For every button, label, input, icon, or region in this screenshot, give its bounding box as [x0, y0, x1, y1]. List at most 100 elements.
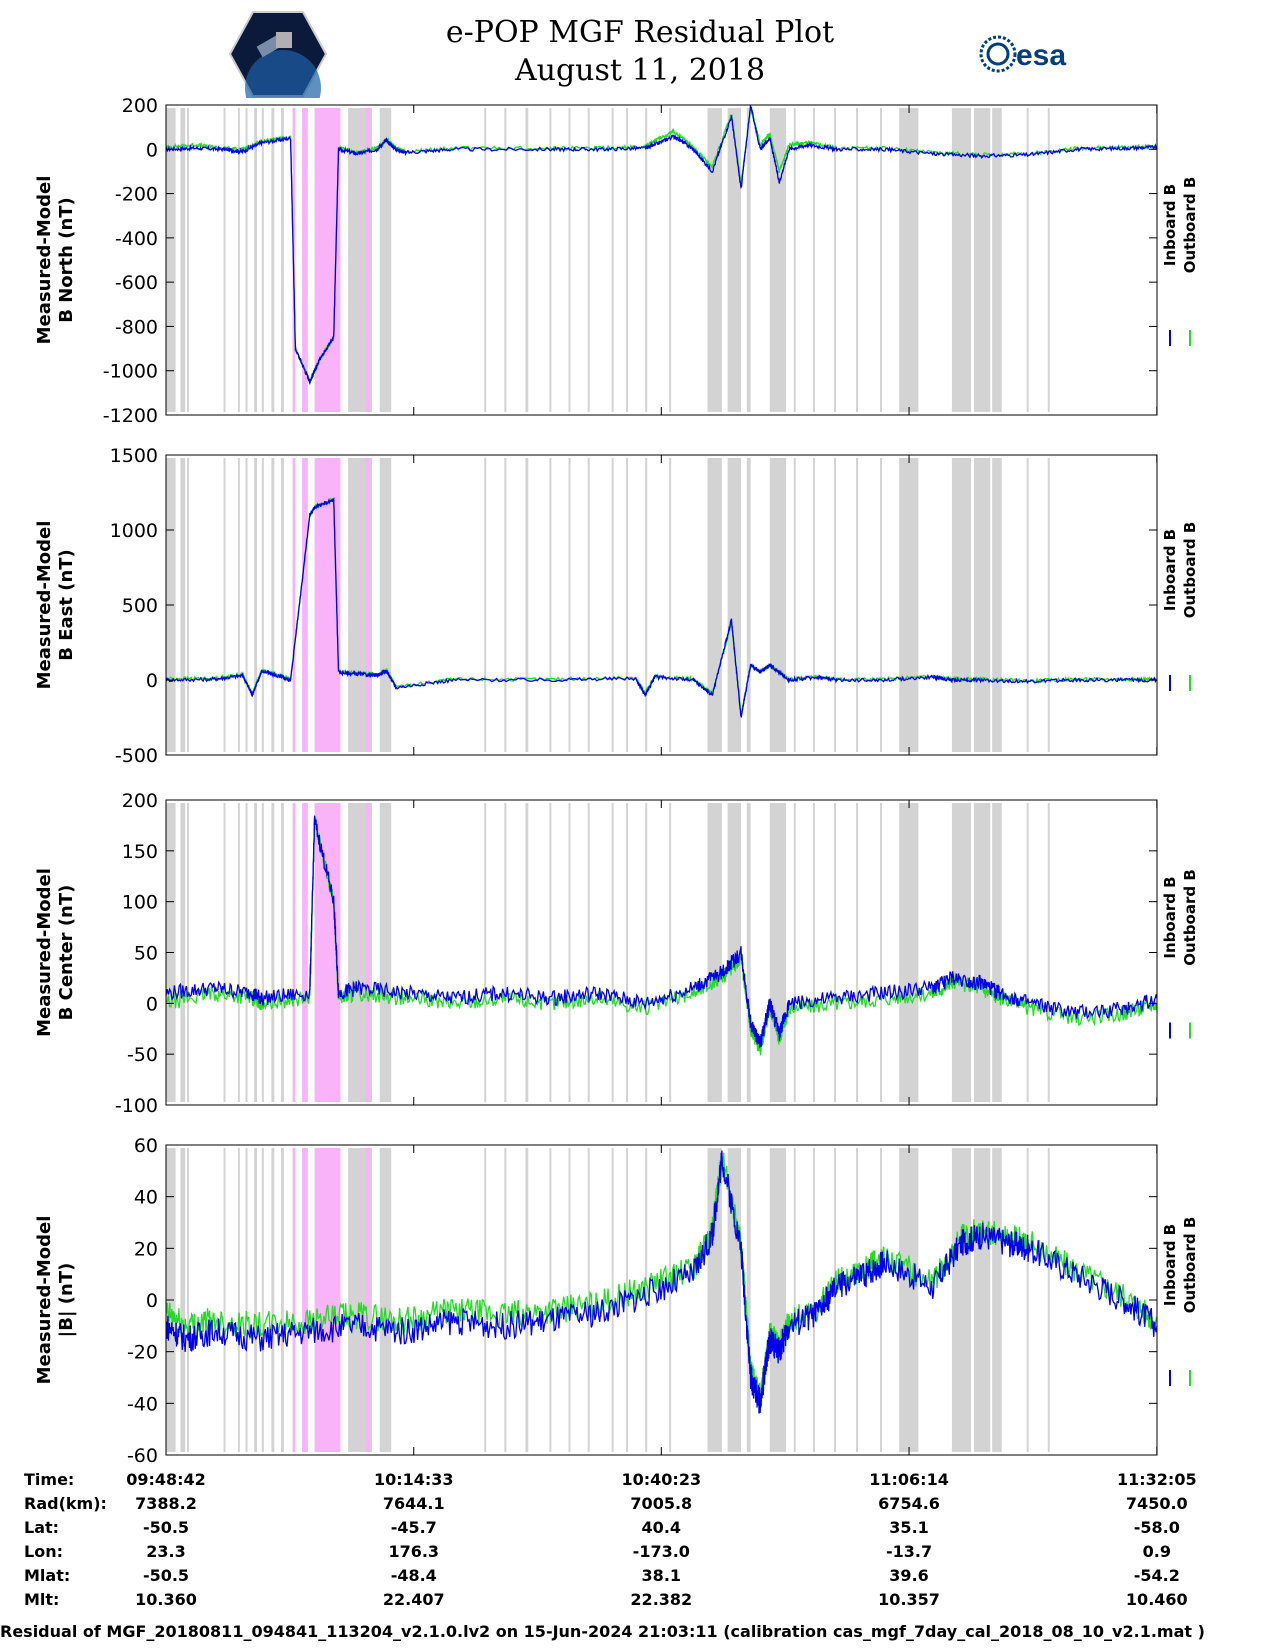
- legend-label: Outboard B: [1181, 522, 1199, 619]
- data-gap-band: [180, 803, 186, 1102]
- data-gap-band: [525, 458, 529, 752]
- data-gap-band: [1047, 108, 1050, 412]
- y-tick-label: 500: [122, 595, 158, 617]
- legend-label: Inboard B: [1161, 1224, 1179, 1306]
- panel-2: 1500 1000 500 0 -500 Measured-Model B East (nT…: [34, 445, 1199, 767]
- data-gap-band: [834, 458, 837, 752]
- data-gap-band: [793, 108, 796, 412]
- data-gap-band: [568, 108, 571, 412]
- data-gap-band: [880, 108, 883, 412]
- data-gap-band: [187, 803, 190, 1102]
- y-tick-label: -50: [127, 1044, 158, 1066]
- panel-1: 200 0 -200 -400 -600 -800 -1000 -1200 Measured-M…: [34, 95, 1199, 427]
- y-axis-label: B Center (nT): [56, 885, 77, 1021]
- flagged-gap-band: [302, 108, 308, 412]
- y-axis-label: Measured-Model: [34, 176, 55, 345]
- panel-3: 200 150 100 50 0 -50 -100 Measured-Model B Cente…: [34, 790, 1199, 1117]
- data-gap-band: [237, 458, 240, 752]
- chart-title-line1: e-POP MGF Residual Plot: [445, 15, 835, 50]
- data-gap-band: [856, 803, 859, 1102]
- data-gap-band: [899, 108, 919, 412]
- series-line-inboard: [165, 497, 1158, 718]
- data-gap-band: [834, 108, 837, 412]
- data-gap-band: [1026, 108, 1029, 412]
- y-tick-label: -100: [115, 1095, 158, 1117]
- legend-label: Inboard B: [1161, 876, 1179, 958]
- data-gap-band: [645, 108, 648, 412]
- data-gap-band: [880, 803, 883, 1102]
- data-gap-band: [254, 458, 258, 752]
- esa-logo: esa: [979, 35, 1066, 73]
- data-gap-band: [245, 458, 248, 752]
- data-gap-band: [223, 803, 226, 1102]
- data-gap-band: [769, 108, 787, 412]
- data-gap-band: [1047, 458, 1050, 752]
- data-gap-band: [245, 108, 248, 412]
- data-gap-band: [271, 458, 275, 752]
- data-gap-band: [180, 108, 186, 412]
- flagged-gap-band: [302, 803, 308, 1102]
- y-tick-label: -60: [127, 1445, 158, 1467]
- data-gap-band: [1047, 1148, 1050, 1452]
- data-gap-band: [626, 458, 629, 752]
- flagged-gap-band: [314, 1148, 341, 1452]
- data-gap-band: [992, 803, 1002, 1102]
- data-gap-band: [951, 458, 972, 752]
- series-line-inboard: [165, 815, 1158, 1048]
- data-gap-band: [525, 803, 529, 1102]
- y-axis-label: B North (nT): [56, 197, 77, 323]
- data-gap-band: [166, 108, 176, 412]
- y-tick-label: -40: [127, 1393, 158, 1415]
- series-line-inboard: [165, 105, 1158, 385]
- data-gap-band: [707, 458, 722, 752]
- data-gap-band: [727, 803, 742, 1102]
- data-gap-band: [812, 803, 815, 1102]
- data-gap-band: [611, 1148, 614, 1452]
- data-gap-band: [504, 1148, 507, 1452]
- y-axis-label: Measured-Model: [34, 1216, 55, 1385]
- data-gap-band: [261, 803, 264, 1102]
- y-tick-label: -20: [127, 1342, 158, 1364]
- data-gap-band: [626, 803, 629, 1102]
- data-gap-band: [746, 803, 751, 1102]
- data-gap-band: [793, 803, 796, 1102]
- data-gap-band: [587, 458, 590, 752]
- data-gap-band: [223, 1148, 226, 1452]
- data-gap-band: [707, 803, 722, 1102]
- data-gap-band: [187, 458, 190, 752]
- data-gap-band: [187, 1148, 190, 1452]
- data-gap-band: [1026, 458, 1029, 752]
- data-gap-band: [793, 458, 796, 752]
- data-gap-band: [525, 1148, 529, 1452]
- flagged-gap-band: [314, 108, 341, 412]
- data-gap-band: [254, 108, 258, 412]
- y-tick-label: 60: [134, 1135, 158, 1157]
- esa-logo-text: esa: [1016, 39, 1066, 72]
- data-gap-band: [812, 458, 815, 752]
- flagged-gap-band: [292, 458, 296, 752]
- flagged-gap-band: [292, 803, 296, 1102]
- data-gap-band: [587, 1148, 590, 1452]
- data-gap-band: [645, 1148, 648, 1452]
- y-tick-label: 0: [146, 670, 158, 692]
- panel-4: 60 40 20 0 -20 -40 -60 Measured-Model |B| (nT) In…: [34, 1135, 1199, 1467]
- data-gap-band: [611, 458, 614, 752]
- y-tick-label: 200: [122, 790, 158, 812]
- data-gap-band: [769, 1148, 787, 1452]
- data-gap-band: [626, 108, 629, 412]
- data-gap-band: [707, 1148, 722, 1452]
- flagged-gap-band: [365, 458, 371, 752]
- series-line-inboard: [165, 1150, 1158, 1414]
- data-gap-band: [549, 458, 552, 752]
- y-tick-label: 150: [122, 841, 158, 863]
- data-gap-band: [973, 458, 991, 752]
- data-gap-band: [271, 803, 275, 1102]
- data-gap-band: [645, 803, 648, 1102]
- data-gap-band: [261, 1148, 264, 1452]
- data-gap-band: [727, 108, 742, 412]
- legend-label: Inboard B: [1161, 529, 1179, 611]
- y-axis-label: |B| (nT): [56, 1263, 77, 1338]
- data-gap-band: [379, 1148, 392, 1452]
- y-tick-label: 0: [146, 139, 158, 161]
- data-gap-band: [746, 1148, 751, 1452]
